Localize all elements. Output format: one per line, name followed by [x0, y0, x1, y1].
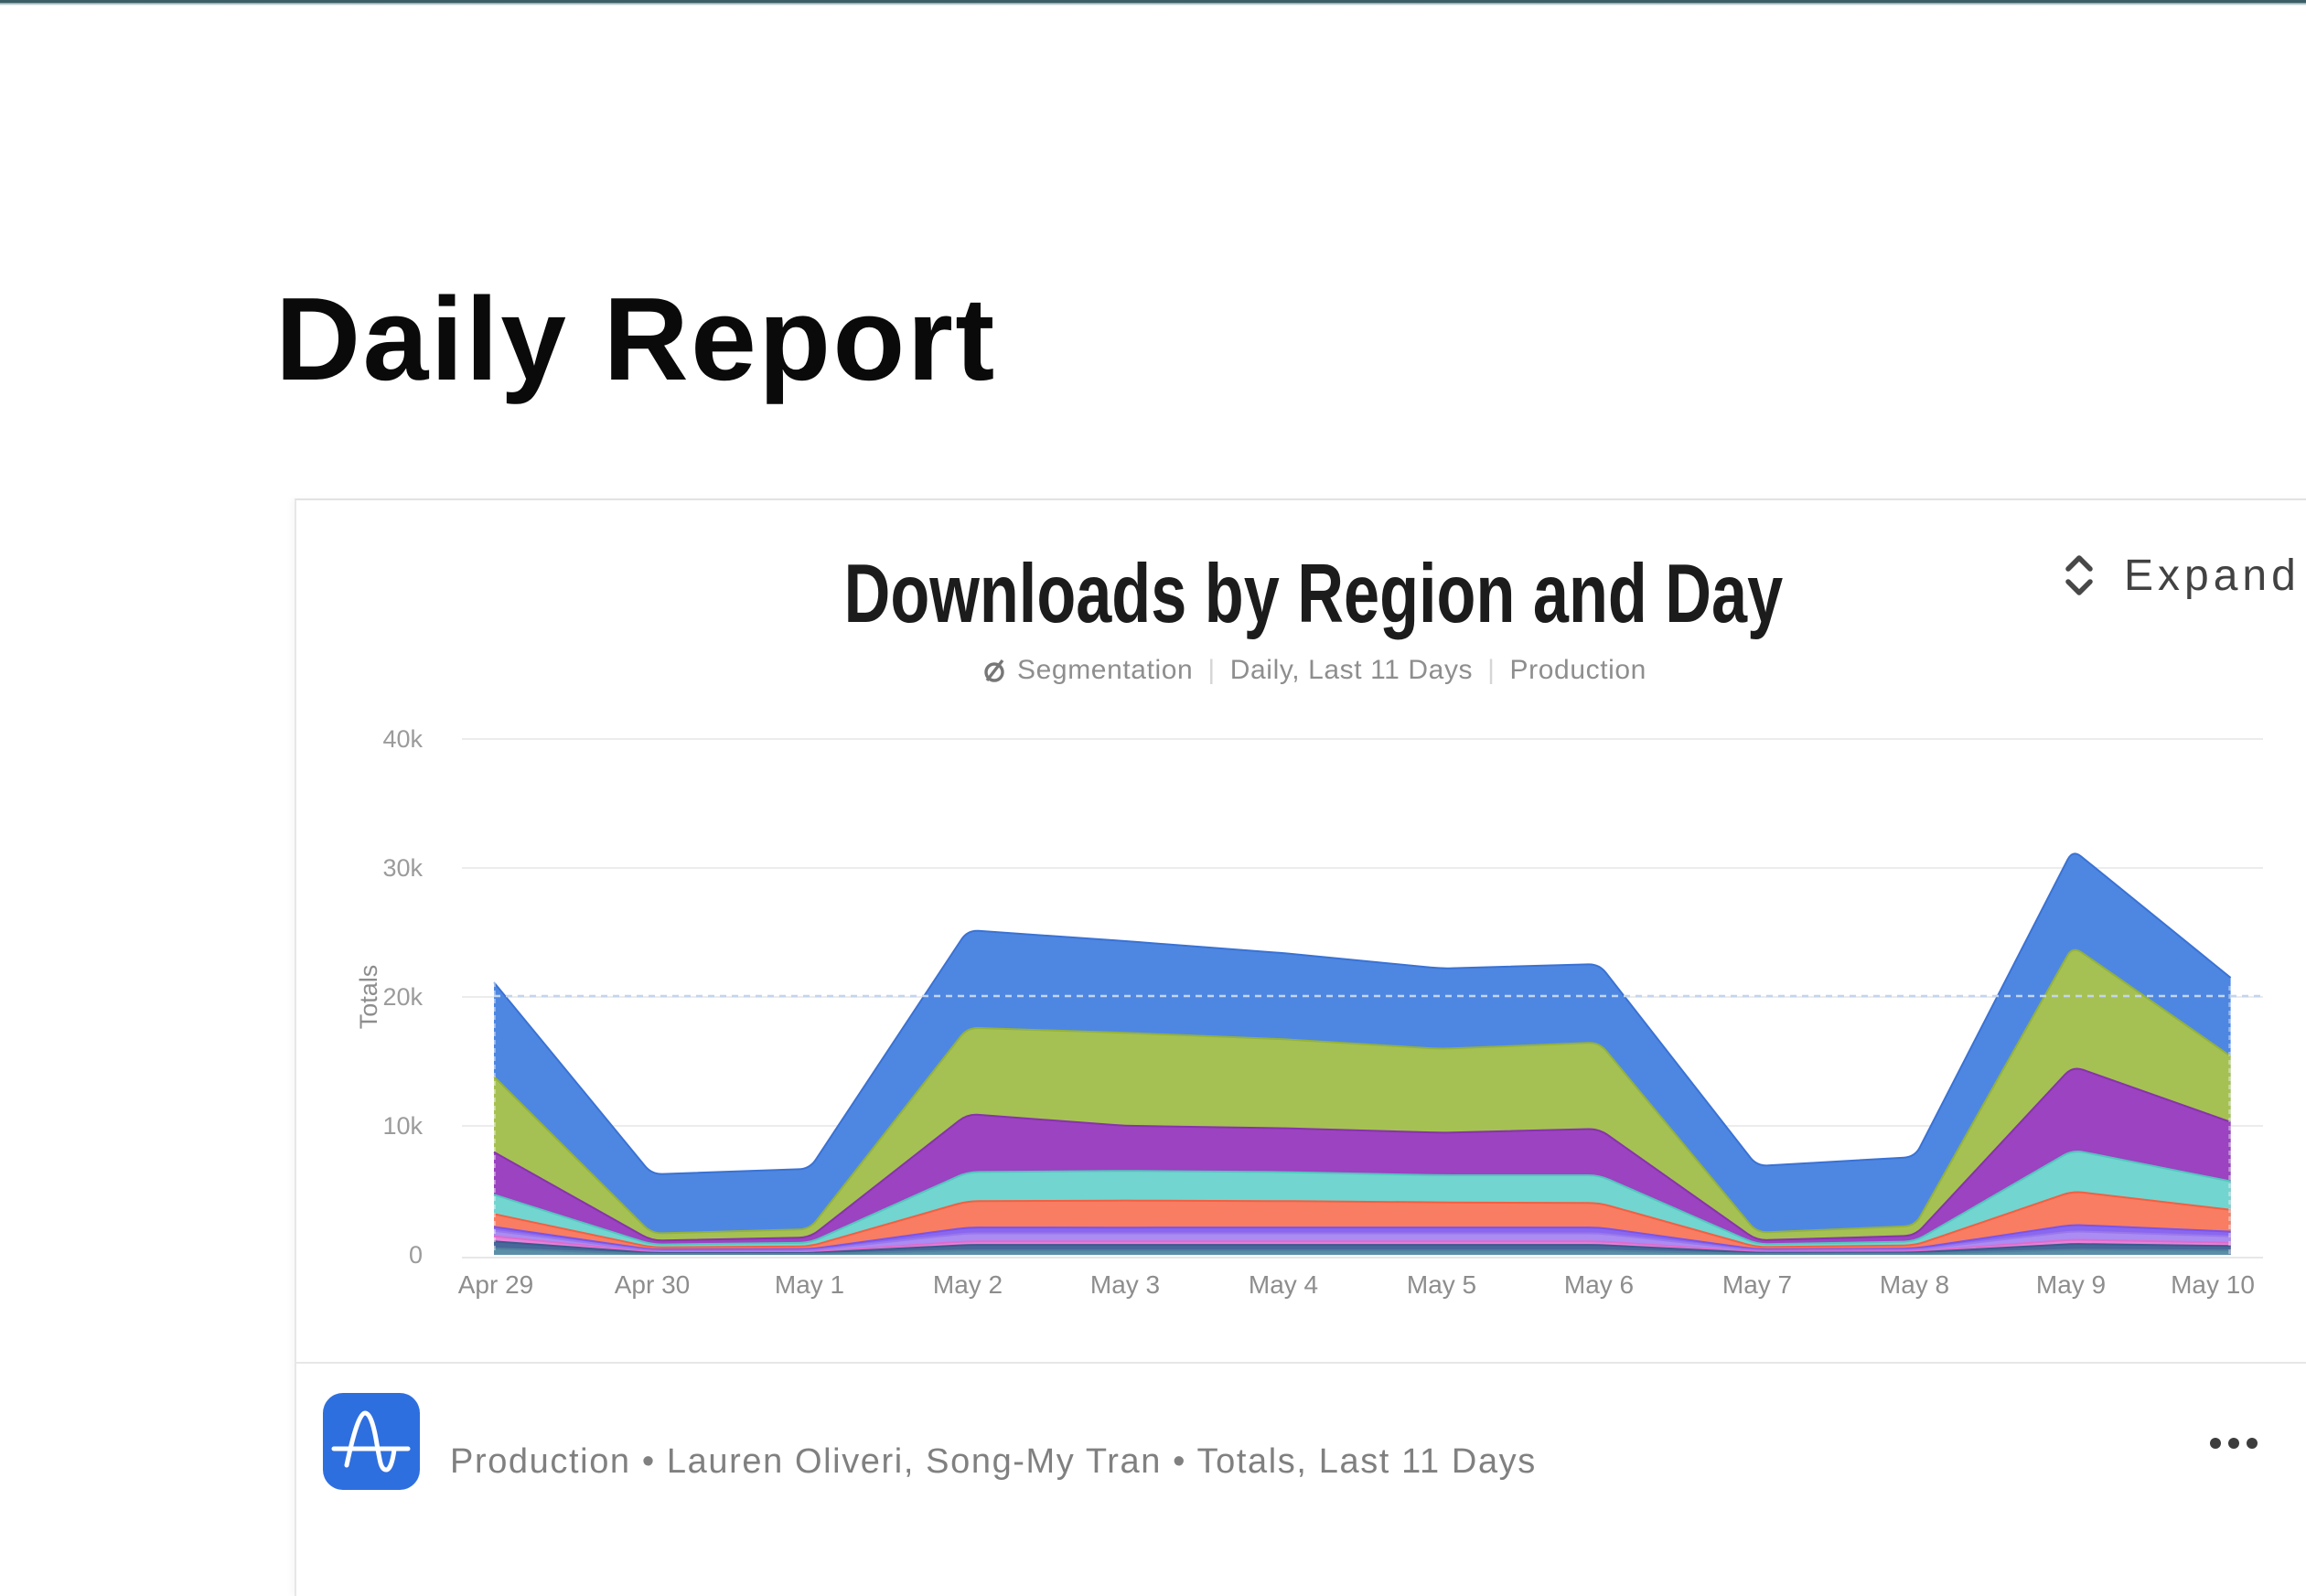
svg-text:Totals: Totals	[355, 965, 382, 1030]
svg-text:May 10: May 10	[2171, 1270, 2255, 1299]
svg-text:May 6: May 6	[1564, 1270, 1634, 1299]
svg-text:10k: 10k	[382, 1112, 423, 1140]
svg-text:May 7: May 7	[1722, 1270, 1792, 1299]
svg-text:40k: 40k	[382, 725, 423, 753]
svg-text:May 9: May 9	[2036, 1270, 2106, 1299]
svg-text:May 1: May 1	[775, 1270, 844, 1299]
svg-text:Apr 29: Apr 29	[458, 1270, 534, 1299]
svg-text:30k: 30k	[382, 854, 423, 882]
svg-text:May 3: May 3	[1090, 1270, 1160, 1299]
svg-text:May 5: May 5	[1407, 1270, 1476, 1299]
svg-text:0: 0	[409, 1241, 423, 1269]
svg-text:May 2: May 2	[933, 1270, 1003, 1299]
svg-text:Apr 30: Apr 30	[615, 1270, 691, 1299]
svg-text:20k: 20k	[382, 983, 423, 1011]
svg-text:May 4: May 4	[1249, 1270, 1318, 1299]
svg-text:May 8: May 8	[1880, 1270, 1949, 1299]
